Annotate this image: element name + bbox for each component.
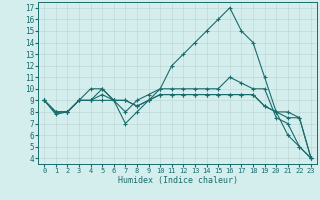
X-axis label: Humidex (Indice chaleur): Humidex (Indice chaleur) [118, 176, 238, 185]
